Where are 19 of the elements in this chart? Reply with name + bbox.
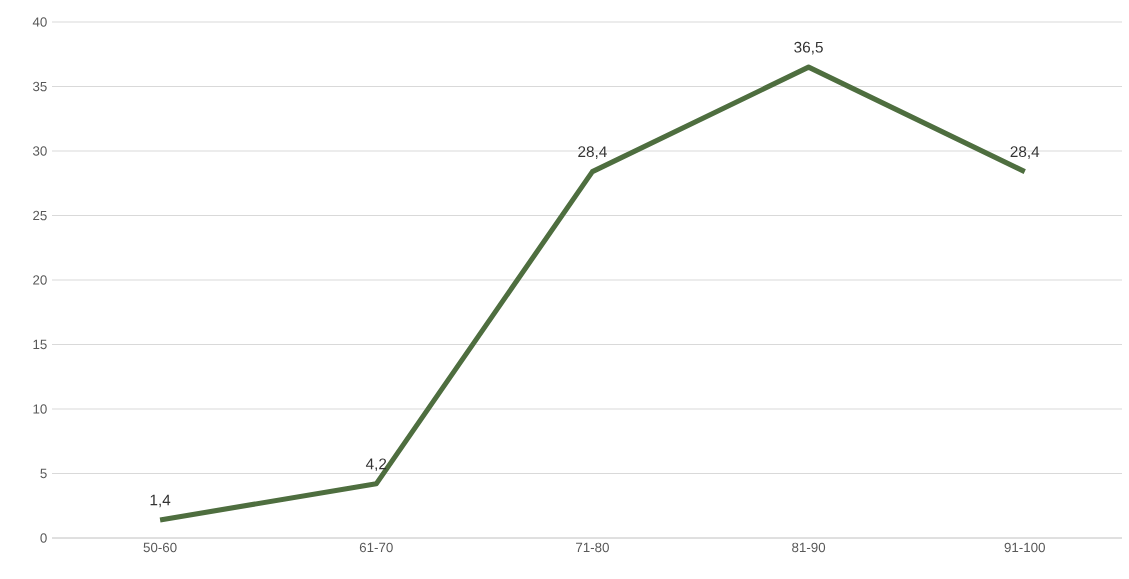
data-label: 28,4 <box>1010 146 1040 159</box>
x-tick-label: 81-90 <box>792 542 826 553</box>
x-tick-label: 91-100 <box>1004 542 1045 553</box>
x-tick-label: 61-70 <box>359 542 393 553</box>
y-tick-label: 15 <box>33 339 47 350</box>
y-tick-label: 35 <box>32 81 47 92</box>
y-tick-label: 10 <box>33 404 47 414</box>
x-tick-label: 50-60 <box>143 542 177 553</box>
y-tick-label: 20 <box>33 275 47 285</box>
y-tick-label: 25 <box>33 210 47 221</box>
y-tick-label: 40 <box>32 17 47 27</box>
y-tick-label: 5 <box>40 468 47 479</box>
y-tick-label: 30 <box>32 146 47 156</box>
y-tick-label: 0 <box>40 533 47 543</box>
data-label: 1,4 <box>150 494 171 508</box>
data-label: 4,2 <box>365 458 387 472</box>
data-label: 28,4 <box>578 146 607 159</box>
data-label: 36,5 <box>794 41 823 55</box>
x-tick-label: 71-80 <box>576 542 609 553</box>
